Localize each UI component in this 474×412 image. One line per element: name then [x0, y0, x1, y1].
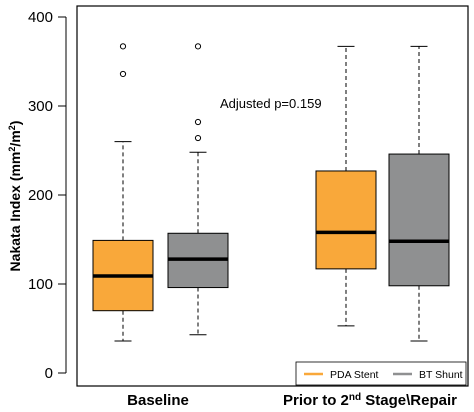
y-axis-title-end: ): [7, 121, 23, 126]
category-label-prior-end: Stage\Repair: [361, 392, 457, 409]
box-1-0: [167, 43, 229, 336]
y-tick-label: 300: [28, 98, 53, 115]
category-label-baseline: Baseline: [127, 392, 189, 409]
iqr-box: [388, 153, 450, 287]
outlier-point: [194, 43, 202, 50]
category-label-prior-sup: nd: [349, 392, 361, 403]
y-tick-label: 200: [28, 187, 53, 204]
box-0-1: [315, 45, 377, 327]
outlier-point: [119, 70, 127, 78]
box-1-1: [388, 45, 450, 342]
category-label-baseline-text: Baseline: [127, 392, 189, 409]
p-value-annotation: Adjusted p=0.159: [220, 96, 322, 111]
y-tick-label: 100: [28, 276, 53, 293]
y-axis-title-sup2: 2: [7, 125, 17, 130]
legend: PDA Stent BT Shunt: [295, 361, 467, 386]
legend-label-bt-shunt: BT Shunt: [419, 369, 463, 381]
outlier-point: [194, 134, 202, 142]
category-label-prior-main: Prior to 2: [283, 392, 349, 409]
y-axis: 0 100 200 300 400: [28, 9, 67, 382]
outlier-point: [119, 43, 127, 50]
y-axis-title-main: Nakata Index (mm: [7, 152, 23, 272]
box-groups: [92, 43, 450, 342]
outlier-point: [194, 118, 202, 126]
legend-frame: [295, 361, 467, 386]
y-axis-title-sup1: 2: [7, 147, 17, 152]
plot-frame: [76, 5, 469, 387]
box-0-0: [92, 43, 154, 342]
category-label-prior-stage: Prior to 2nd Stage\Repair: [283, 392, 457, 410]
y-tick-label: 0: [45, 365, 53, 382]
iqr-box: [315, 170, 377, 270]
legend-label-pda-stent: PDA Stent: [330, 369, 379, 381]
y-axis-title-mid: /m: [7, 130, 23, 146]
y-axis-title: Nakata Index (mm2/m2): [7, 121, 23, 272]
y-tick-label: 400: [28, 9, 53, 26]
